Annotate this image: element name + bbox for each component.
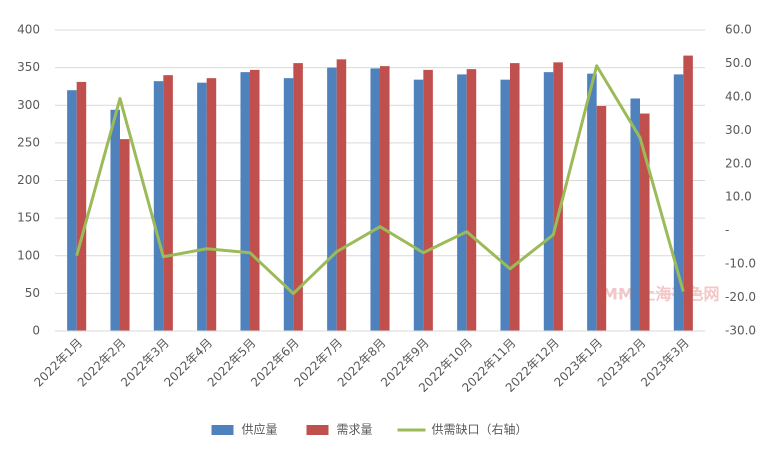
bar <box>630 98 640 331</box>
legend-label: 供应量 <box>242 422 278 437</box>
bar <box>673 74 684 332</box>
bar <box>120 139 130 331</box>
y2-tick-label: - <box>725 223 729 237</box>
bar <box>466 69 477 331</box>
bar <box>153 81 164 331</box>
legend-label: 需求量 <box>337 423 373 437</box>
bar <box>683 55 693 332</box>
bar <box>110 109 120 331</box>
y-tick-label: 200 <box>17 173 40 187</box>
y2-tick-label: 50.0 <box>725 56 752 70</box>
bar <box>336 59 347 331</box>
legend-swatch <box>306 425 329 435</box>
y2-tick-label: -10.0 <box>725 257 756 271</box>
y-tick-label: 250 <box>17 135 40 149</box>
bar <box>76 81 87 331</box>
bar <box>640 113 650 331</box>
y2-tick-label: 10.0 <box>725 190 752 204</box>
bar <box>510 63 520 332</box>
bar <box>163 75 173 332</box>
bar <box>327 67 337 331</box>
y-tick-label: 400 <box>17 23 40 37</box>
y2-tick-label: 30.0 <box>725 123 752 137</box>
bar <box>380 66 390 332</box>
y-tick-label: 350 <box>17 60 40 74</box>
y2-tick-label: -20.0 <box>725 290 756 304</box>
bar <box>67 90 77 331</box>
watermark: SMM 上海有色网 <box>591 285 720 304</box>
bar <box>370 68 380 331</box>
bar <box>413 79 424 331</box>
bar <box>283 78 294 331</box>
bar <box>240 72 250 331</box>
y-tick-label: 300 <box>17 98 40 112</box>
bar <box>423 69 433 331</box>
bar <box>500 79 510 331</box>
bar <box>457 74 467 332</box>
bar <box>293 63 303 332</box>
legend-swatch <box>211 425 234 435</box>
line <box>75 64 685 296</box>
bar <box>596 106 607 331</box>
y2-tick-label: -30.0 <box>725 324 756 338</box>
bar <box>250 69 260 331</box>
y-tick-label: 100 <box>17 248 40 262</box>
y-tick-label: 150 <box>17 211 40 225</box>
legend-label: 供需缺口（右轴） <box>432 422 528 437</box>
y2-tick-label: 60.0 <box>725 23 752 37</box>
y2-tick-label: 20.0 <box>725 156 752 170</box>
bar <box>197 82 207 331</box>
y-tick-label: 0 <box>32 324 40 338</box>
bar <box>206 78 217 331</box>
bar <box>587 73 597 332</box>
bar <box>543 72 554 331</box>
y-tick-label: 50 <box>25 286 40 300</box>
y2-tick-label: 40.0 <box>725 89 752 103</box>
bar <box>553 62 563 332</box>
